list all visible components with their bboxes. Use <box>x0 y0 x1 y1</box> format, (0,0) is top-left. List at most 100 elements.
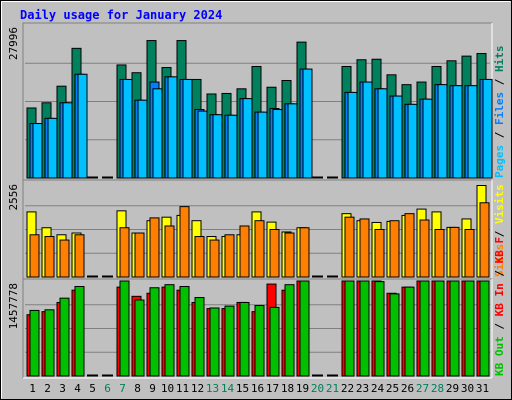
bar <box>134 299 145 377</box>
bar <box>284 284 295 377</box>
bar <box>479 280 490 377</box>
chart-panels: 27996 Pages / Files / Hits 2556 Sites / Vis… <box>7 22 506 379</box>
bar <box>59 239 70 278</box>
bar <box>137 99 148 179</box>
bar <box>194 297 205 377</box>
bar <box>419 219 430 278</box>
bar <box>374 281 385 377</box>
bar <box>437 84 448 179</box>
bar <box>344 216 355 278</box>
day-label: 1 <box>29 382 36 395</box>
bar <box>167 76 178 179</box>
bar <box>389 220 400 278</box>
day-label: 29 <box>446 382 459 395</box>
bar <box>179 206 190 278</box>
bar <box>32 123 43 179</box>
day-label: 12 <box>191 382 204 395</box>
day-label: 6 <box>104 382 111 395</box>
bar <box>407 103 418 179</box>
bar <box>119 280 130 377</box>
legend-entry: Hits <box>493 46 506 73</box>
day-label: 10 <box>161 382 174 395</box>
bar <box>257 111 268 179</box>
bar <box>179 286 190 377</box>
day-label: 4 <box>74 382 81 395</box>
panel-max-label: 2556 <box>7 184 20 211</box>
panel-legend: Sites / Visits <box>493 184 506 277</box>
bar <box>479 202 490 278</box>
bar <box>359 218 370 278</box>
panel-visits-sites: 2556 Sites / Visits <box>7 179 506 280</box>
bar <box>59 297 70 377</box>
legend-entry: KB In <box>493 283 506 316</box>
bar <box>224 305 235 377</box>
bar <box>239 301 250 377</box>
bar <box>122 78 133 179</box>
day-label: 7 <box>119 382 126 395</box>
bar <box>302 68 313 179</box>
bar <box>134 232 145 278</box>
panel-kbf-kbin-kbout: 1457778 KB Out / KB In / KB F <box>7 237 506 379</box>
bar <box>209 307 220 377</box>
legend-separator: / <box>493 263 506 283</box>
bar <box>209 239 220 278</box>
day-label: 11 <box>176 382 189 395</box>
day-label: 30 <box>461 382 474 395</box>
bar <box>224 234 235 278</box>
bar <box>464 280 475 377</box>
bar <box>452 85 463 179</box>
panel-legend: Pages / Files / Hits <box>493 46 506 179</box>
legend-separator: / <box>493 316 506 336</box>
bar <box>287 103 298 179</box>
bar <box>29 234 40 278</box>
chart-title: Daily usage for January 2024 <box>20 8 222 22</box>
legend-separator: / <box>493 125 506 145</box>
legend-entry: KB F <box>493 237 506 264</box>
day-label: 18 <box>281 382 294 395</box>
day-label: 21 <box>326 382 339 395</box>
day-label: 25 <box>386 382 399 395</box>
legend-entry: Pages <box>493 145 506 178</box>
legend-entry: Visits <box>493 184 506 224</box>
bar <box>299 227 310 278</box>
day-label: 26 <box>401 382 414 395</box>
day-label: 3 <box>59 382 66 395</box>
bar <box>299 280 310 377</box>
bar <box>197 110 208 179</box>
bar <box>44 309 55 377</box>
legend-separator: / <box>493 224 506 244</box>
day-label: 23 <box>356 382 369 395</box>
bar <box>47 117 58 179</box>
bar <box>392 95 403 179</box>
bar <box>467 85 478 179</box>
panel-hits-files-pages: 27996 Pages / Files / Hits <box>7 22 506 181</box>
day-label: 20 <box>311 382 324 395</box>
bar <box>359 280 370 377</box>
day-label: 28 <box>431 382 444 395</box>
legend-text: Pages / Files / Hits <box>493 46 506 179</box>
bar <box>404 213 415 278</box>
bar <box>182 78 193 179</box>
day-label: 8 <box>134 382 141 395</box>
legend-entry: Sites <box>493 244 506 277</box>
legend-separator: / <box>493 72 506 92</box>
day-label: 13 <box>206 382 219 395</box>
day-label: 9 <box>149 382 156 395</box>
bar <box>464 229 475 278</box>
panel-max-label: 27996 <box>7 27 20 60</box>
bar <box>212 114 223 179</box>
day-label: 17 <box>266 382 279 395</box>
bar <box>74 286 85 377</box>
bar <box>272 109 283 179</box>
bar <box>434 280 445 377</box>
bar <box>449 226 460 278</box>
bar <box>149 217 160 278</box>
bar <box>62 102 73 179</box>
bar <box>44 236 55 278</box>
bar <box>164 225 175 278</box>
day-label: 19 <box>296 382 309 395</box>
series-sites <box>29 202 490 278</box>
bar <box>422 98 433 179</box>
bar <box>269 306 280 377</box>
bar <box>374 229 385 278</box>
